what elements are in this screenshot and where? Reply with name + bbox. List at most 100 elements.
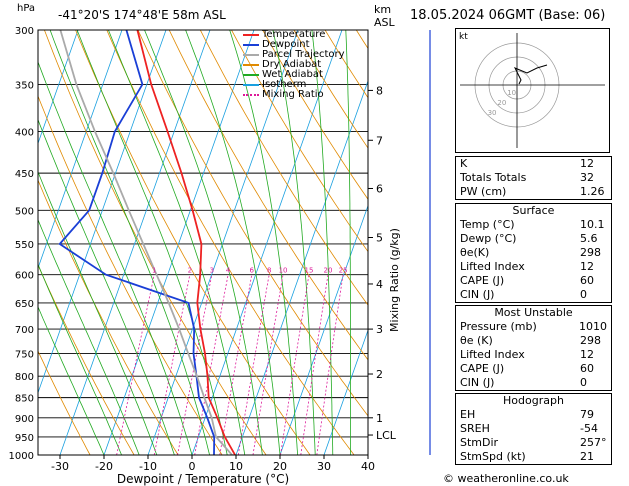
mixing-ratio-label: 1 bbox=[152, 267, 156, 275]
km-tick-label: 1 bbox=[376, 412, 383, 425]
table-row-value: 298 bbox=[580, 246, 601, 259]
table-row: θe(K) 298 bbox=[456, 246, 611, 260]
legend-label: Dry Adiabat bbox=[262, 59, 322, 70]
dry-adiabat-line bbox=[262, 30, 368, 200]
wet-adiabat-line bbox=[38, 170, 158, 455]
mixing-ratio-line bbox=[194, 274, 229, 455]
mixing-ratio-line bbox=[177, 274, 213, 455]
pressure-tick-label: 400 bbox=[15, 128, 34, 139]
hodograph-ring-label: 10 bbox=[507, 89, 516, 97]
mixing-ratio-label: 10 bbox=[279, 267, 288, 275]
legend: Temperature Dewpoint Parcel Trajectory Dry … bbox=[243, 30, 345, 100]
wet-adiabat-line bbox=[229, 30, 298, 455]
table-row: CIN (J) 0 bbox=[456, 288, 611, 302]
wet-adiabat-line bbox=[311, 30, 334, 455]
isotherm-line bbox=[235, 79, 368, 455]
mixing-ratio-label: 6 bbox=[250, 267, 255, 275]
surface-table: Surface Temp (°C) 10.1 Dewp (°C) 5.6 θe(K) 298… bbox=[455, 203, 612, 303]
pressure-tick-label: 300 bbox=[15, 26, 34, 37]
table-row-label: Lifted Index bbox=[460, 348, 525, 361]
table-row-label: Dewp (°C) bbox=[460, 232, 517, 245]
km-tick-label: 7 bbox=[376, 134, 383, 147]
mixing-ratio-label: 4 bbox=[226, 267, 231, 275]
series-dewpoint-line bbox=[58, 30, 216, 455]
table-row-value: 60 bbox=[580, 362, 594, 375]
table-row-label: Lifted Index bbox=[460, 260, 525, 273]
series-parcel-trajectory-line bbox=[59, 30, 234, 455]
mixing-ratio-label: 2 bbox=[188, 267, 192, 275]
pressure-tick-label: 750 bbox=[15, 349, 34, 360]
dry-adiabat-line bbox=[38, 350, 91, 455]
legend-swatch bbox=[243, 74, 259, 76]
table-row-value: 5.6 bbox=[580, 232, 598, 245]
table-row-label: EH bbox=[460, 408, 476, 421]
wet-adiabat-line bbox=[49, 30, 210, 455]
legend-swatch bbox=[243, 64, 259, 66]
legend-entry: Wet Adiabat bbox=[243, 70, 345, 80]
dry-adiabat-line bbox=[106, 30, 355, 455]
legend-entry: Isotherm bbox=[243, 80, 345, 90]
table-row-value: 12 bbox=[580, 260, 594, 273]
legend-swatch bbox=[243, 94, 259, 96]
pressure-tick-label: 650 bbox=[15, 299, 34, 310]
dry-adiabat-line bbox=[199, 30, 368, 306]
hodograph-unit: kt bbox=[459, 32, 468, 42]
pressure-unit-label: hPa bbox=[17, 3, 36, 14]
x-tick-label: -30 bbox=[51, 460, 69, 473]
asl-unit-label: ASL bbox=[374, 16, 395, 29]
table-row-value: 0 bbox=[580, 376, 587, 389]
wet-adiabat-line bbox=[272, 30, 316, 455]
legend-label: Wet Adiabat bbox=[262, 69, 323, 80]
mixing-ratio-line bbox=[300, 274, 329, 455]
table-row-value: 0 bbox=[580, 288, 587, 301]
table-row: θe (K) 298 bbox=[456, 334, 611, 348]
legend-label: Temperature bbox=[262, 29, 326, 40]
x-tick-label: 20 bbox=[273, 460, 287, 473]
table-row: CAPE (J) 60 bbox=[456, 362, 611, 376]
most-unstable-table: Most Unstable Pressure (mb) 1010 θe (K) 298 L… bbox=[455, 305, 612, 391]
km-tick-label: 5 bbox=[376, 231, 383, 244]
table-row: Dewp (°C) 5.6 bbox=[456, 232, 611, 246]
wet-adiabat-line bbox=[38, 263, 122, 455]
datetime-title: 18.05.2024 06GMT (Base: 06) bbox=[410, 8, 606, 23]
mixing-ratio-label: 15 bbox=[305, 267, 314, 275]
pressure-tick-label: 550 bbox=[15, 240, 34, 251]
legend-entry: Dewpoint bbox=[243, 40, 345, 50]
wet-adiabat-line bbox=[38, 218, 140, 455]
pressure-tick-label: 1000 bbox=[9, 451, 34, 462]
table-row-label: StmDir bbox=[460, 436, 499, 449]
table-row-label: SREH bbox=[460, 422, 490, 435]
table-row: StmSpd (kt) 21 bbox=[456, 450, 611, 464]
x-tick-label: -20 bbox=[95, 460, 113, 473]
hodograph-ring-label: 20 bbox=[497, 99, 506, 107]
table-row-value: 60 bbox=[580, 274, 594, 287]
table-row: CAPE (J) 60 bbox=[456, 274, 611, 288]
table-row: CIN (J) 0 bbox=[456, 376, 611, 390]
plot-frame bbox=[37, 29, 369, 456]
table-row-label: CIN (J) bbox=[460, 376, 495, 389]
pressure-tick-label: 950 bbox=[15, 433, 34, 444]
wet-adiabat-line bbox=[108, 30, 246, 455]
table-row-label: CAPE (J) bbox=[460, 274, 505, 287]
mixing-ratio-line bbox=[237, 274, 270, 455]
wet-adiabat-line bbox=[144, 30, 263, 455]
isotherm-line bbox=[59, 30, 211, 455]
table-row: SREH -54 bbox=[456, 422, 611, 436]
table-row-label: CAPE (J) bbox=[460, 362, 505, 375]
mixing-ratio-label: 25 bbox=[339, 267, 348, 275]
pressure-tick-label: 600 bbox=[15, 271, 34, 282]
legend-entry: Temperature bbox=[243, 30, 345, 40]
wet-adiabat-line bbox=[345, 30, 351, 455]
series-temperature-line bbox=[136, 30, 237, 455]
pressure-tick-label: 450 bbox=[15, 169, 34, 180]
table-row: PW (cm) 1.26 bbox=[456, 185, 611, 199]
table-row-value: 257° bbox=[580, 436, 607, 449]
km-tick-label: 2 bbox=[376, 368, 383, 381]
table-section-title: Surface bbox=[512, 204, 555, 217]
table-row-value: -54 bbox=[580, 422, 598, 435]
legend-swatch bbox=[243, 44, 259, 46]
table-row-value: 12 bbox=[580, 348, 594, 361]
x-tick-label: 0 bbox=[189, 460, 196, 473]
dry-adiabat-line bbox=[231, 30, 368, 253]
dry-adiabat-line bbox=[168, 30, 368, 361]
